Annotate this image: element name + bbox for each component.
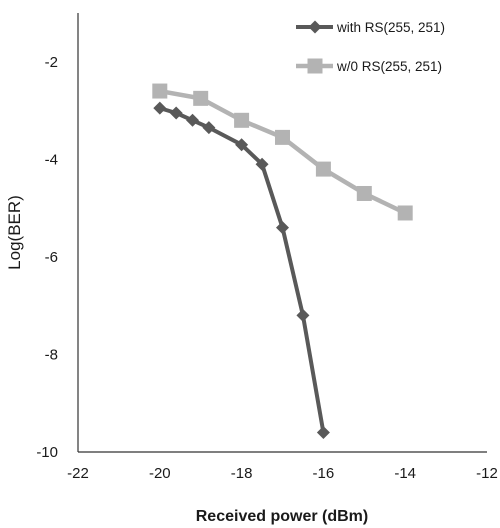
data-point bbox=[356, 185, 372, 201]
data-point bbox=[296, 308, 310, 322]
data-point bbox=[276, 221, 289, 235]
legend-item: w/0 RS(255, 251) bbox=[296, 58, 442, 74]
x-tick-labels: -22 -20 -18 -16 -14 -12 bbox=[67, 465, 498, 482]
x-tick-label: -16 bbox=[313, 465, 335, 482]
y-tick-label: -10 bbox=[36, 444, 58, 461]
legend-marker bbox=[308, 20, 322, 34]
legend-label: with RS(255, 251) bbox=[336, 20, 445, 35]
data-point bbox=[316, 425, 330, 439]
y-tick-label: -6 bbox=[45, 249, 58, 266]
legend-item: with RS(255, 251) bbox=[296, 20, 445, 35]
data-point bbox=[152, 83, 168, 99]
y-tick-labels: -2 -4 -6 -8 -10 bbox=[36, 54, 58, 461]
data-point bbox=[186, 113, 200, 127]
data-point bbox=[397, 205, 413, 221]
data-point bbox=[235, 138, 249, 152]
x-axis-title: Received power (dBm) bbox=[196, 508, 368, 525]
data-point bbox=[193, 90, 209, 106]
data-point bbox=[315, 161, 331, 177]
data-point bbox=[234, 112, 250, 128]
series-with-rs bbox=[153, 101, 330, 439]
legend-label: w/0 RS(255, 251) bbox=[336, 59, 442, 74]
series-layer bbox=[152, 83, 413, 439]
data-point bbox=[275, 129, 290, 145]
y-tick-label: -8 bbox=[45, 346, 58, 363]
x-tick-label: -12 bbox=[476, 465, 498, 482]
data-point bbox=[169, 106, 183, 120]
data-point bbox=[202, 121, 216, 135]
y-tick-label: -4 bbox=[45, 151, 58, 168]
x-tick-label: -14 bbox=[394, 465, 416, 482]
legend: with RS(255, 251) w/0 RS(255, 251) bbox=[296, 20, 445, 74]
x-tick-label: -22 bbox=[67, 465, 89, 482]
legend-marker bbox=[307, 58, 323, 74]
data-point bbox=[255, 157, 269, 171]
series-without-rs bbox=[152, 83, 413, 221]
series-line bbox=[159, 106, 326, 433]
x-tick-label: -18 bbox=[231, 465, 253, 482]
data-point bbox=[153, 101, 167, 115]
y-axis-title: Log(BER) bbox=[5, 195, 24, 270]
plot-frame bbox=[77, 13, 487, 453]
y-tick-label: -2 bbox=[45, 54, 58, 71]
x-tick-label: -20 bbox=[149, 465, 171, 482]
